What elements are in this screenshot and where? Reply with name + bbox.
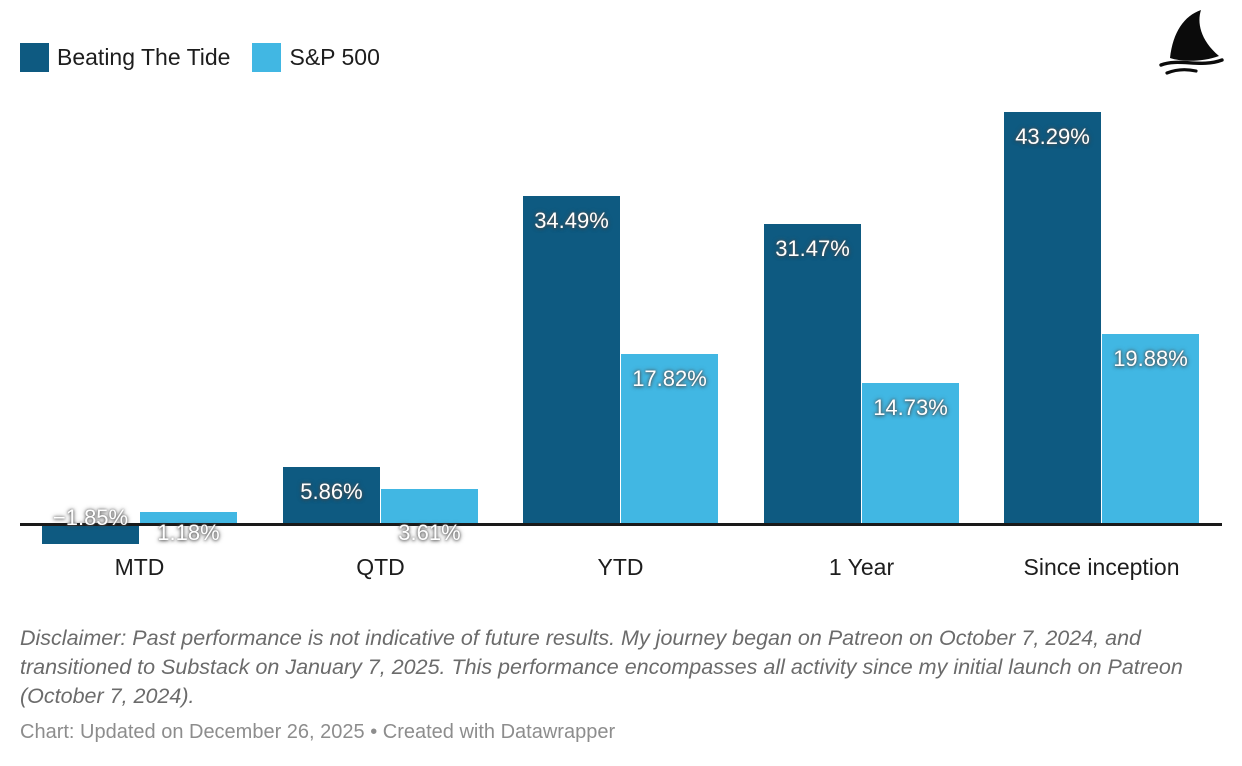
legend-label: S&P 500 xyxy=(289,44,380,70)
disclaimer-text: Disclaimer: Past performance is not indi… xyxy=(20,626,1183,708)
bar-beating-the-tide-1-year xyxy=(764,224,861,523)
chart-area: −1.85% 1.18% MTD 5.86% 3.61% QTD 34.49% 17.82% Y… xyxy=(20,0,1222,600)
bar-beating-the-tide-since-inception xyxy=(1004,112,1101,523)
value-label-s-p-500-mtd: 1.18% xyxy=(157,520,220,545)
x-axis-line xyxy=(20,523,1222,526)
x-axis-label-since-inception: Since inception xyxy=(1023,554,1180,580)
value-label-s-p-500-qtd: 3.61% xyxy=(398,520,461,545)
x-axis-label-1-year: 1 Year xyxy=(828,554,895,580)
value-label-beating-the-tide-ytd: 34.49% xyxy=(534,208,609,233)
x-axis-label-ytd: YTD xyxy=(597,554,644,580)
bar-beating-the-tide-mtd xyxy=(42,526,139,544)
value-label-beating-the-tide-since-inception: 43.29% xyxy=(1015,124,1090,149)
bar-s-p-500-qtd xyxy=(381,489,478,523)
value-label-beating-the-tide-1-year: 31.47% xyxy=(775,236,850,261)
legend-swatch-icon xyxy=(20,43,49,72)
value-label-beating-the-tide-qtd: 5.86% xyxy=(300,479,363,504)
x-axis-label-mtd: MTD xyxy=(114,554,165,580)
legend-swatch-icon xyxy=(252,43,282,72)
bar-s-p-500-1-year xyxy=(862,383,959,523)
x-axis-label-qtd: QTD xyxy=(356,554,405,580)
bar-s-p-500-ytd xyxy=(621,354,718,523)
value-label-s-p-500-ytd: 17.82% xyxy=(632,366,707,391)
bar-s-p-500-mtd xyxy=(140,512,237,523)
bar-s-p-500-since-inception xyxy=(1102,334,1199,523)
legend-item-beating-the-tide: Beating The Tide xyxy=(20,43,230,72)
shark-fin-icon xyxy=(1159,8,1225,76)
value-label-beating-the-tide-mtd: −1.85% xyxy=(52,505,129,530)
value-label-s-p-500-since-inception: 19.88% xyxy=(1113,346,1188,371)
legend-label: Beating The Tide xyxy=(57,44,231,70)
attribution-footer: Chart: Updated on December 26, 2025 • Cr… xyxy=(20,721,616,743)
bar-beating-the-tide-qtd xyxy=(283,467,380,523)
value-label-s-p-500-1-year: 14.73% xyxy=(873,395,948,420)
legend-item-s-p-500: S&P 500 xyxy=(252,43,380,72)
legend: Beating The Tide S&P 500 xyxy=(20,43,380,72)
bar-beating-the-tide-ytd xyxy=(523,196,620,523)
